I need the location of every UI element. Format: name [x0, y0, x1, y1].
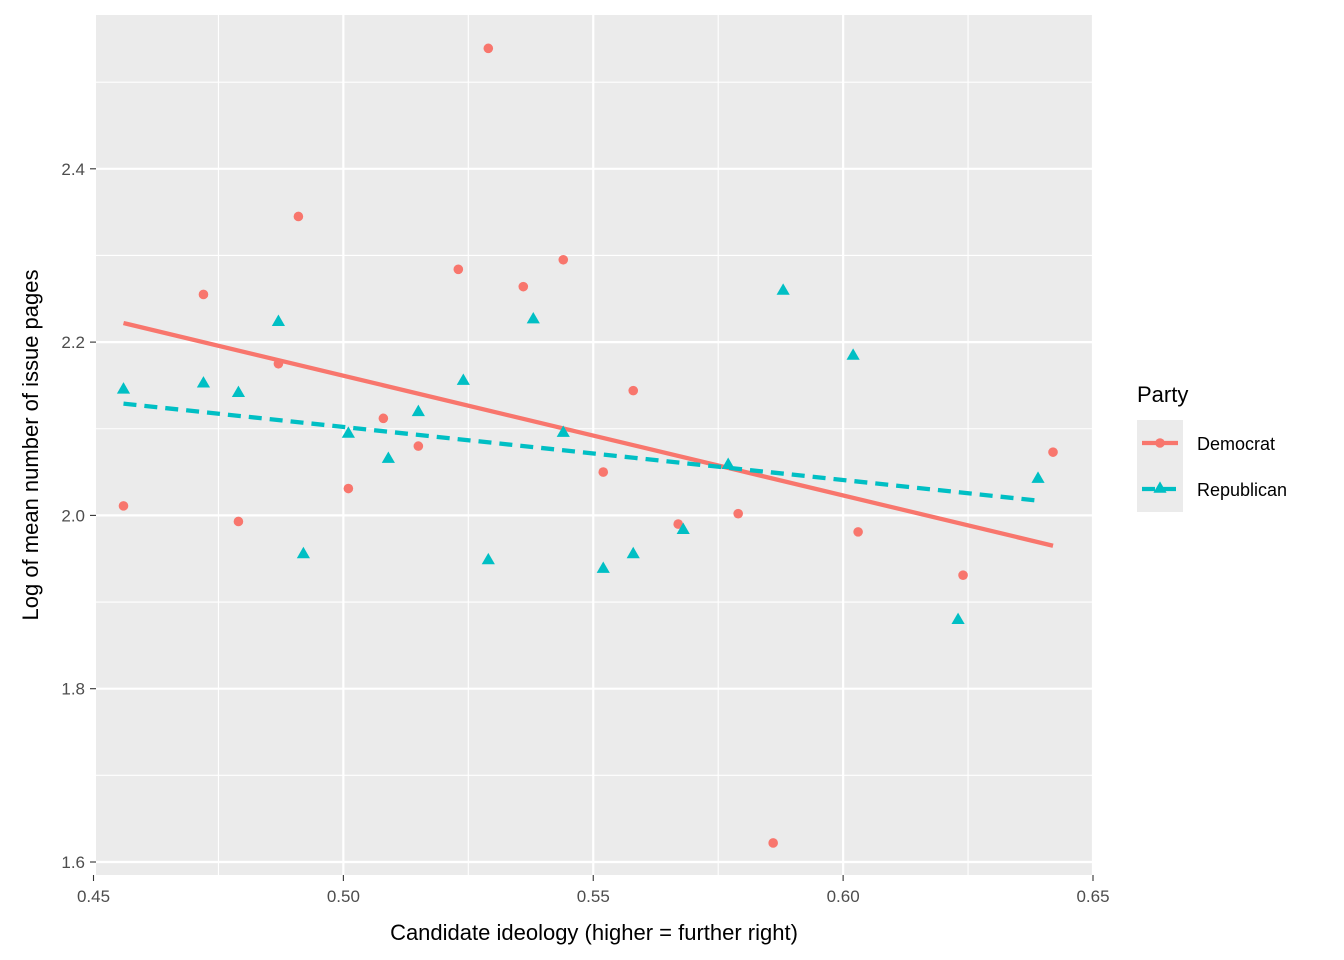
x-tick-label: 0.65: [1076, 887, 1109, 906]
y-tick-label: 2.0: [61, 506, 85, 525]
plot-panel: [96, 15, 1093, 875]
democrat-point: [343, 483, 354, 494]
republican-point: [596, 561, 610, 573]
democrat-point: [673, 519, 684, 529]
republican-point: [776, 283, 790, 295]
democrat-point: [233, 516, 244, 527]
democrat-point: [768, 838, 778, 848]
democrat-point: [413, 441, 424, 451]
republican-point: [626, 546, 640, 559]
y-axis: 1.6 1.8 2.0 2.2 2.4: [61, 160, 96, 872]
democrat-point: [483, 43, 494, 54]
y-tick-label: 2.2: [61, 333, 85, 352]
democrat-point: [273, 358, 284, 369]
y-tick-label: 1.8: [61, 680, 85, 699]
legend: Party Democrat Republican: [1137, 382, 1287, 512]
y-axis-title: Log of mean number of issue pages: [18, 269, 43, 620]
democrat-point: [958, 570, 968, 580]
minor-gridlines: [96, 15, 1093, 875]
legend-key-glyphs: [1142, 438, 1178, 493]
x-tick-label: 0.50: [327, 887, 360, 906]
republican-point: [951, 612, 965, 625]
republican-point: [341, 426, 355, 438]
x-axis-title: Candidate ideology (higher = further rig…: [390, 920, 798, 945]
democrat-point: [628, 385, 639, 396]
x-tick-label: 0.55: [577, 887, 610, 906]
republican-point: [196, 376, 211, 388]
republican-point: [116, 382, 131, 394]
legend-label-democrat: Democrat: [1197, 434, 1275, 454]
democrat-point: [733, 508, 743, 519]
democrat-point: [558, 254, 569, 265]
republican-point: [271, 314, 286, 326]
republican-point: [1031, 471, 1045, 483]
republican-point: [411, 404, 425, 417]
legend-label-republican: Republican: [1197, 480, 1287, 500]
democrat-point: [598, 467, 609, 477]
democrat-point: [293, 211, 304, 222]
x-tick-label: 0.45: [77, 887, 110, 906]
republican-point: [481, 552, 495, 565]
democrat-point: [378, 413, 389, 424]
democrat-point: [518, 281, 529, 292]
democrat-point: [198, 289, 209, 300]
democrat-point: [1048, 447, 1058, 457]
republican-point: [526, 311, 540, 324]
x-axis: 0.45 0.50 0.55 0.60 0.65: [77, 875, 1110, 906]
republican-point: [846, 348, 860, 360]
y-tick-label: 2.4: [61, 160, 85, 179]
republican-point: [721, 457, 735, 469]
republican-legend-marker: [1153, 481, 1167, 493]
republican-point: [231, 385, 246, 398]
republican-point: [456, 373, 470, 385]
democrat-point: [118, 501, 129, 511]
y-tick-label: 1.6: [61, 853, 85, 872]
democrat-point: [453, 264, 464, 275]
republican-trend-line: [123, 401, 1039, 503]
democrat-point: [853, 527, 863, 537]
major-gridlines: [92, 15, 1095, 875]
democrat-legend-marker: [1155, 438, 1165, 448]
data-points: [116, 43, 1058, 848]
republican-point: [381, 451, 395, 463]
republican-point: [296, 546, 310, 559]
republican-point: [556, 425, 570, 437]
x-tick-label: 0.60: [827, 887, 860, 906]
republican-point: [676, 522, 690, 534]
legend-title: Party: [1137, 382, 1188, 407]
